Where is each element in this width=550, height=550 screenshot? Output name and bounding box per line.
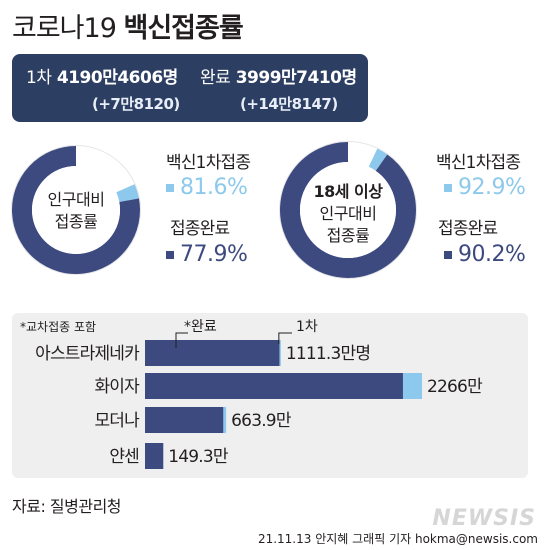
donut-center-label-adult: 18세 이상 인구대비 접종률: [298, 181, 398, 247]
completed-label: 완료: [200, 68, 231, 88]
donut-first-dose-arc: [368, 148, 388, 171]
donut-first-dose-arc: [116, 184, 139, 203]
completed-summary: 완료 3999만7410명: [200, 63, 357, 88]
first-dose-percent: 81.6%: [166, 175, 248, 200]
complete-percent-value-adult: 90.2%: [458, 242, 526, 267]
cross-vaccination-note: *교차접종 포함: [20, 320, 97, 334]
legend-complete-label-adult: 접종완료: [438, 219, 498, 239]
complete-percent: 77.9%: [166, 242, 248, 267]
complete-percent-adult: 90.2%: [444, 242, 526, 267]
first-dose-change: (+7만8120): [92, 95, 180, 113]
bar-completed: [145, 407, 224, 433]
donut-center-line: 접종률: [326, 226, 370, 245]
complete-percent-value: 77.9%: [180, 242, 248, 267]
donut-outline: [279, 141, 417, 279]
annotation-first-dose: 1차: [296, 319, 318, 335]
donut-center-label-total: 인구대비 접종률: [26, 189, 126, 233]
first-dose-label: 1차: [26, 68, 52, 88]
completed-change: (+14만8147): [240, 95, 338, 113]
donut-center-line: 18세 이상: [313, 182, 384, 201]
title-prefix: 코로나19: [12, 13, 117, 44]
annotation-first-dose-leader: [278, 332, 292, 344]
first-dose-percent-value-adult: 92.9%: [458, 175, 526, 200]
donut-chart-total: [11, 145, 141, 275]
page-title: 코로나19 백신접종률: [12, 6, 244, 45]
donut-hole: [32, 166, 120, 254]
donut-center-line: 인구대비: [319, 204, 377, 223]
bar-value-label: 1111.3만명: [286, 344, 370, 364]
legend-first-dose-label-adult: 백신1차접종: [436, 153, 521, 173]
donut-hole: [300, 162, 396, 258]
legend-swatch-first: [444, 184, 452, 192]
bar-category-label: 모더나: [94, 411, 140, 431]
bar-value-label: 149.3만: [168, 447, 229, 467]
bar-completed: [145, 340, 280, 366]
annotation-completed-leader: [175, 332, 188, 348]
donut-outline: [11, 145, 141, 275]
legend-swatch-complete: [166, 251, 174, 259]
first-dose-value: 4190만4606명: [56, 68, 178, 88]
bar-completed: [145, 373, 403, 399]
legend-swatch-first: [166, 184, 174, 192]
completed-value: 3999만7410명: [235, 68, 357, 88]
first-dose-percent-adult: 92.9%: [444, 175, 526, 200]
first-dose-percent-value: 81.6%: [180, 175, 248, 200]
donut-center-line: 접종률: [54, 212, 98, 231]
first-dose-summary: 1차 4190만4606명: [26, 63, 178, 88]
title-main: 백신접종률: [123, 13, 243, 44]
credit-text: 21.11.13 안지혜 그래픽 기자 hokma@newsis.com: [257, 532, 538, 546]
bar-value-label: 663.9만: [231, 411, 292, 431]
source-text: 자료: 질병관리청: [12, 497, 122, 516]
donut-chart-adult: [279, 141, 417, 279]
bar-category-label: 얀센: [109, 447, 139, 467]
donut-completed-arc: [280, 142, 416, 278]
annotation-completed: *완료: [184, 319, 217, 335]
newsis-watermark: NEWSIS: [432, 506, 536, 531]
donut-center-line: 인구대비: [47, 190, 105, 209]
summary-box: 1차 4190만4606명 (+7만8120) 완료 3999만7410명 (+…: [12, 54, 368, 122]
legend-swatch-complete: [444, 251, 452, 259]
legend-first-dose-label: 백신1차접종: [166, 153, 251, 173]
donut-completed-arc: [12, 146, 140, 274]
bar-value-label: 2266만: [427, 377, 483, 397]
bar-category-label: 화이자: [94, 377, 140, 397]
bar-category-label: 아스트라제네카: [35, 344, 140, 364]
bar-completed: [145, 443, 164, 469]
legend-complete-label: 접종완료: [170, 219, 230, 239]
